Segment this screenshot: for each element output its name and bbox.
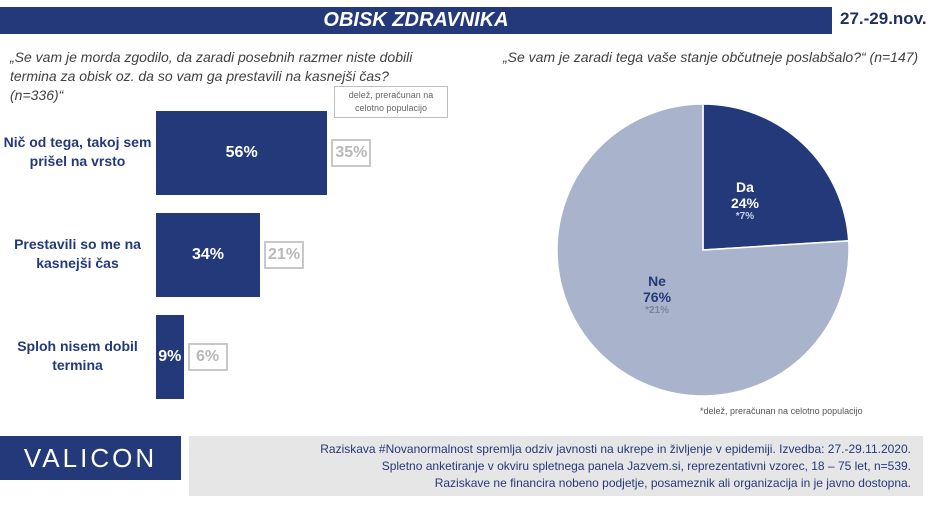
pie-slice-population: *7% bbox=[735, 211, 755, 223]
population-note: delež, preračunan na celotno populacijo bbox=[334, 86, 448, 118]
pie-slice-name: Da bbox=[736, 179, 754, 196]
population-value-box: 21% bbox=[264, 241, 305, 269]
pie-slice-name: Ne bbox=[648, 272, 666, 289]
bar-category-label: Prestavili so me na kasnejši čas bbox=[14, 236, 141, 271]
survey-info-line: Raziskave ne financira nobeno podjetje, … bbox=[434, 476, 911, 490]
title-bar: OBISK ZDRAVNIKA bbox=[0, 7, 832, 34]
pie-slice-population: *21% bbox=[645, 304, 669, 316]
pie-label-ne: Ne 76% *21% bbox=[617, 273, 697, 316]
pie-slice-percent: 24% bbox=[730, 195, 759, 212]
survey-date: 27.-29.nov. bbox=[840, 9, 927, 28]
logo-text: VALICON bbox=[23, 443, 158, 473]
pie-slice-da bbox=[702, 103, 850, 251]
pie-label-da: Da 24% *7% bbox=[705, 179, 785, 222]
bar bbox=[156, 111, 328, 195]
bar-value-label: 56% bbox=[225, 144, 258, 161]
bar-category-label: Sploh nisem dobil termina bbox=[17, 338, 138, 373]
bar bbox=[156, 315, 184, 399]
pie-slice-ne bbox=[556, 103, 850, 397]
population-value-box: 35% bbox=[331, 139, 372, 167]
bar-category-label: Nič od tega, takoj sem prišel na vrsto bbox=[3, 134, 152, 169]
pie-footnote: *delež, preračunan na celotno populacijo bbox=[700, 406, 863, 416]
bar-value-label: 34% bbox=[192, 246, 225, 263]
bar bbox=[156, 213, 261, 297]
pie-slice-percent: 76% bbox=[643, 288, 672, 305]
survey-info-line: Spletno anketiranje v okviru spletnega p… bbox=[381, 459, 911, 473]
survey-info-box: Raziskava #Novanormalnost spremlja odziv… bbox=[189, 436, 923, 496]
page-title: OBISK ZDRAVNIKA bbox=[323, 9, 509, 31]
bar-value-label: 9% bbox=[158, 348, 182, 365]
valicon-logo: VALICON bbox=[0, 436, 181, 480]
bar-chart-question: „Se vam je morda zgodilo, da zaradi pose… bbox=[10, 49, 413, 103]
population-value-box: 6% bbox=[187, 343, 228, 371]
survey-info-line: Raziskava #Novanormalnost spremlja odziv… bbox=[320, 442, 911, 456]
pie-chart-question: „Se vam je zaradi tega vaše stanje občut… bbox=[503, 49, 919, 65]
